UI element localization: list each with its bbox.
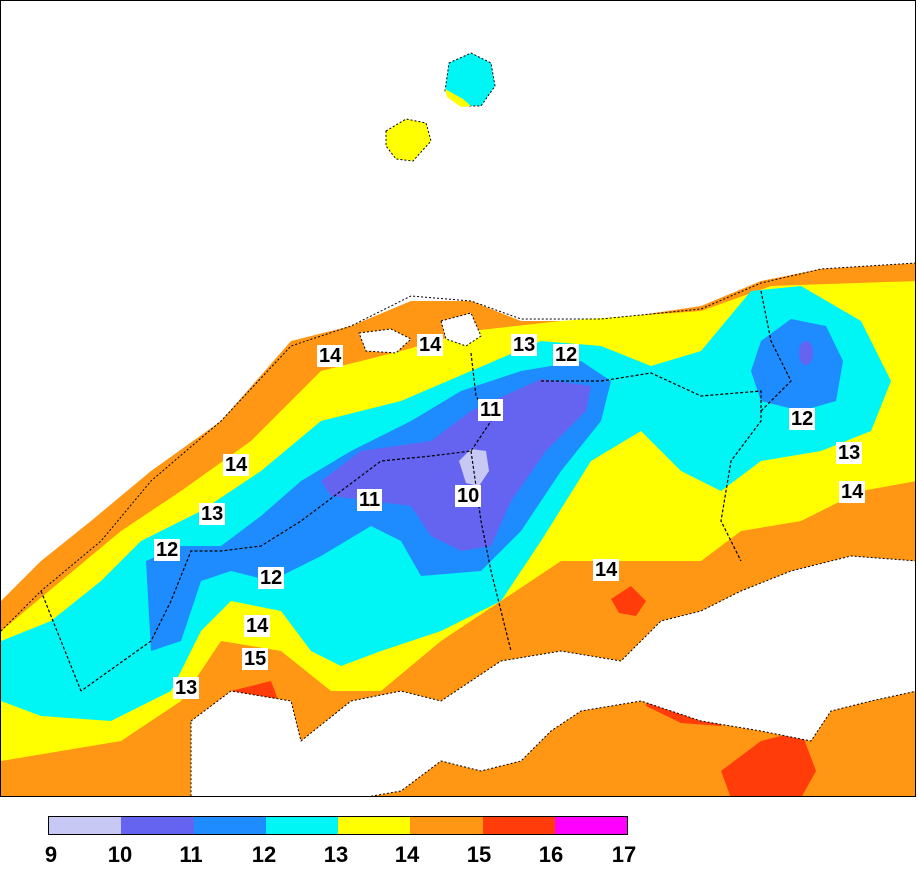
island-oki [385, 118, 432, 162]
legend-swatch [554, 817, 627, 834]
land-region-red-1 [611, 586, 646, 616]
legend-tick-label: 9 [44, 842, 58, 867]
land-region-lavender [459, 449, 489, 486]
contour-label: 11 [357, 489, 383, 511]
prefecture-border-3 [541, 372, 762, 562]
contour-label: 12 [789, 408, 816, 430]
land-region-violet [321, 379, 591, 551]
lake-east [440, 312, 482, 347]
temperature-map [1, 52, 915, 796]
legend-swatch [410, 817, 483, 834]
legend-tick-label: 13 [323, 842, 349, 867]
prefecture-border-5 [40, 590, 82, 692]
contour-label: 13 [173, 677, 200, 699]
contour-label: 10 [455, 485, 482, 507]
contour-label: 13 [199, 503, 226, 525]
coastline-north [1, 262, 915, 632]
legend-tick-label: 15 [466, 842, 492, 867]
map-panel: 14 14 13 12 11 12 13 14 14 10 11 13 12 1… [0, 0, 916, 797]
land-region-violet-east [799, 341, 813, 365]
land-region-blue-east [751, 319, 843, 411]
lake-west [358, 328, 412, 354]
legend-swatch [49, 817, 122, 834]
color-legend-bar [48, 816, 628, 835]
contour-label: 15 [242, 648, 269, 670]
prefecture-border-4 [760, 290, 792, 412]
contour-label: 13 [511, 334, 538, 356]
island-north-yellow [445, 89, 471, 107]
contour-label: 14 [223, 454, 250, 476]
contour-label: 14 [317, 345, 344, 367]
inland-sea [190, 555, 915, 796]
legend-tick-label: 11 [179, 842, 203, 867]
legend-tick-label: 17 [611, 842, 637, 867]
legend-tick-label: 10 [107, 842, 133, 867]
contour-label: 12 [258, 567, 285, 589]
contour-label: 12 [154, 539, 181, 561]
contour-label: 12 [553, 344, 580, 366]
legend-swatch [193, 817, 266, 834]
legend-swatch [482, 817, 555, 834]
contour-label: 14 [593, 559, 620, 581]
contour-label: 14 [244, 615, 271, 637]
legend-swatch [121, 817, 194, 834]
contour-label: 13 [836, 442, 863, 464]
contour-label: 14 [839, 481, 866, 503]
legend-tick-label: 12 [251, 842, 277, 867]
prefecture-border-1 [80, 352, 492, 692]
legend-swatch [265, 817, 338, 834]
contour-label: 11 [478, 399, 504, 421]
contour-label: 14 [417, 334, 444, 356]
legend-tick-label: 14 [394, 842, 420, 867]
legend-swatch [338, 817, 411, 834]
legend-tick-label: 16 [538, 842, 564, 867]
land-region-red-4 [721, 731, 816, 796]
